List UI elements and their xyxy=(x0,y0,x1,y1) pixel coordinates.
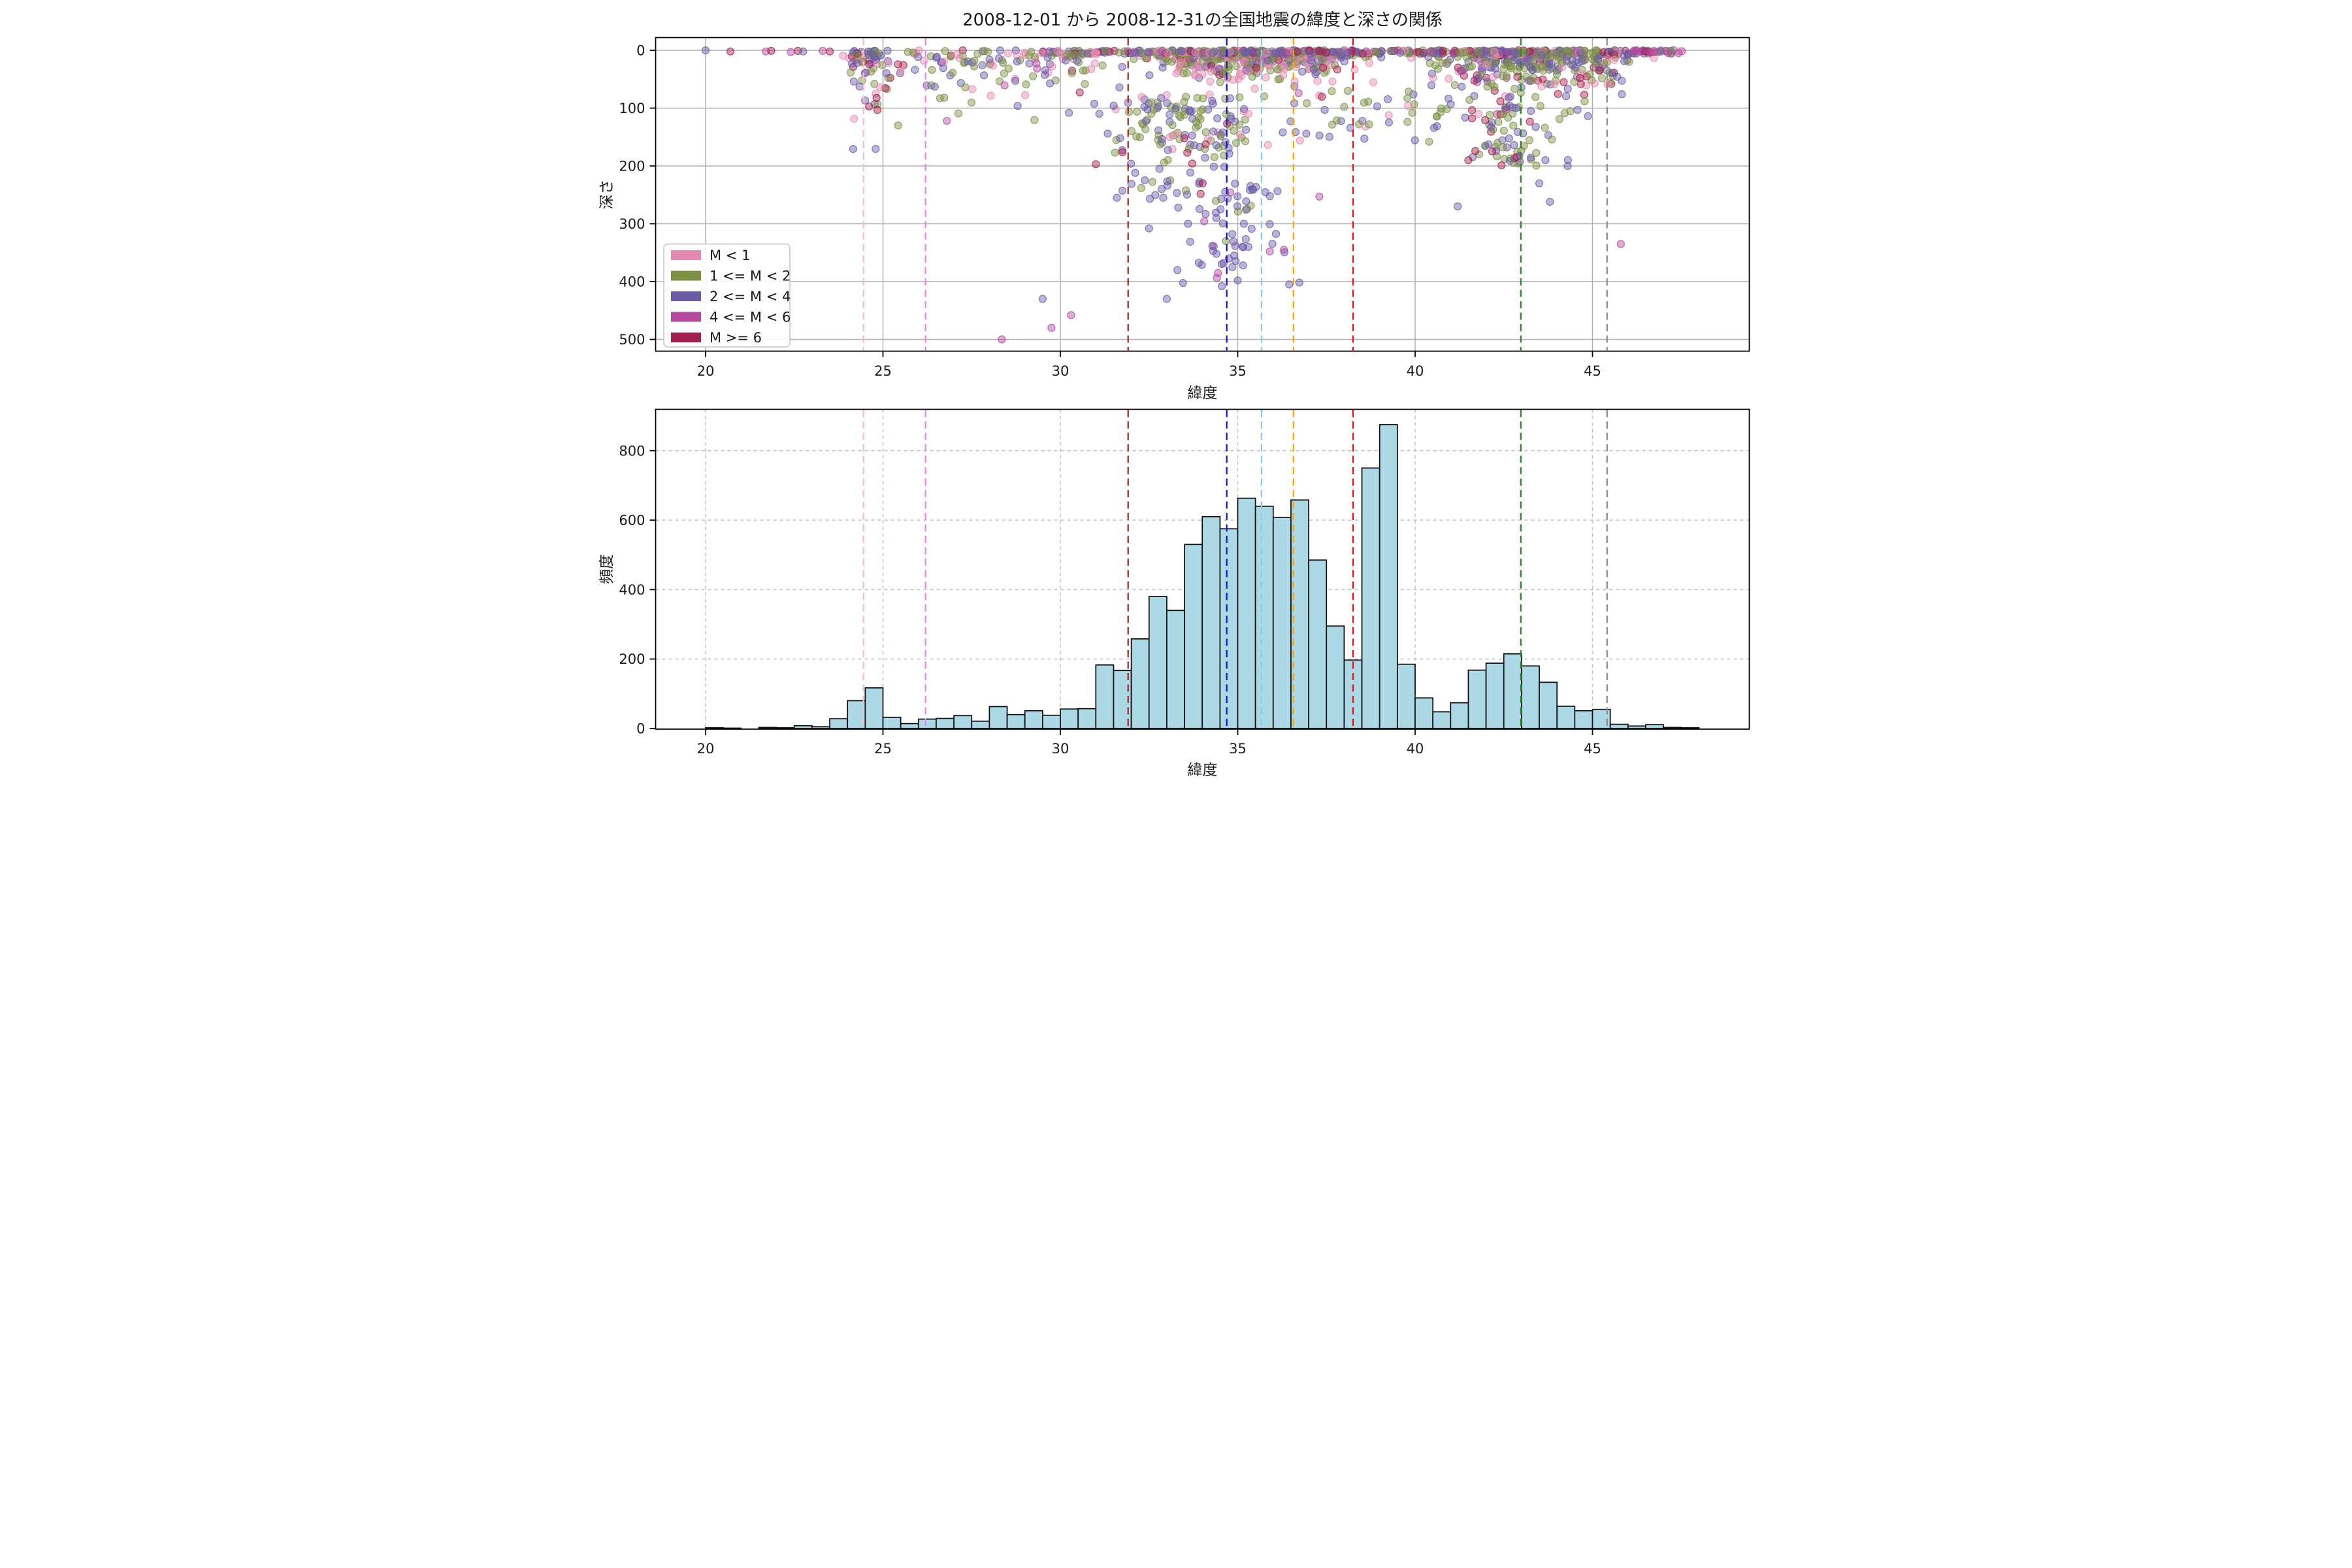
svg-text:45: 45 xyxy=(1584,363,1601,379)
legend-label-1-2: 1 <= M < 2 xyxy=(710,269,791,284)
svg-text:25: 25 xyxy=(874,741,892,757)
svg-text:25: 25 xyxy=(874,363,892,379)
scatter-plot: 20 25 30 35 40 45 0 100 200 300 400 500 緯度 深さ M < 1… xyxy=(598,37,1750,402)
scatter-xlabel: 緯度 xyxy=(1188,385,1218,402)
legend-row: 4 <= M < 6 xyxy=(671,310,791,325)
histogram-xlabel: 緯度 xyxy=(1188,762,1218,779)
svg-text:40: 40 xyxy=(1407,363,1424,379)
scatter-gridlines xyxy=(655,37,1750,351)
svg-text:35: 35 xyxy=(1229,741,1247,757)
legend-label-m-lt-1: M < 1 xyxy=(710,248,750,263)
legend-row: 1 <= M < 2 xyxy=(671,269,791,284)
legend-swatch-4-6 xyxy=(671,312,701,322)
svg-text:600: 600 xyxy=(619,513,645,529)
svg-text:100: 100 xyxy=(619,101,645,116)
svg-text:200: 200 xyxy=(619,159,645,174)
legend-label-2-4: 2 <= M < 4 xyxy=(710,289,791,304)
svg-text:200: 200 xyxy=(619,651,645,667)
histogram-bars xyxy=(705,424,1700,729)
histogram-vlines xyxy=(862,410,1608,728)
svg-text:30: 30 xyxy=(1052,741,1070,757)
legend-row: 2 <= M < 4 xyxy=(671,289,791,304)
figure-canvas: 2008-12-01 から 2008-12-31の全国地震の緯度と深さの関係 2… xyxy=(598,10,1750,779)
svg-text:500: 500 xyxy=(619,332,645,348)
svg-text:400: 400 xyxy=(619,274,645,290)
svg-text:20: 20 xyxy=(697,363,715,379)
legend-swatch-m-lt-1 xyxy=(671,250,701,260)
legend-swatch-1-2 xyxy=(671,270,701,281)
histogram-spines xyxy=(655,408,1750,730)
chart-title: 2008-12-01 から 2008-12-31の全国地震の緯度と深さの関係 xyxy=(962,10,1443,30)
svg-text:300: 300 xyxy=(619,216,645,232)
svg-text:45: 45 xyxy=(1584,741,1601,757)
earthquake-figure: 2008-12-01 から 2008-12-31の全国地震の緯度と深さの関係 2… xyxy=(588,0,1764,784)
scatter-legend: M < 1 1 <= M < 2 2 <= M < 4 4 <= M < 6 M… xyxy=(663,243,791,348)
histogram-ticks: 20 25 30 35 40 45 0 200 400 600 800 xyxy=(619,443,1601,757)
svg-text:20: 20 xyxy=(697,741,715,757)
scatter-ylabel: 深さ xyxy=(598,180,615,210)
svg-text:400: 400 xyxy=(619,582,645,598)
svg-text:40: 40 xyxy=(1407,741,1424,757)
svg-text:35: 35 xyxy=(1229,363,1247,379)
svg-text:800: 800 xyxy=(619,443,645,459)
svg-text:0: 0 xyxy=(636,721,645,737)
histogram-ylabel: 頻度 xyxy=(598,554,615,584)
histogram-plot: 20 25 30 35 40 45 0 200 400 600 800 緯度 頻度 xyxy=(598,408,1750,779)
legend-swatch-m-ge-6 xyxy=(671,333,701,342)
svg-text:0: 0 xyxy=(636,43,645,59)
legend-row: M < 1 xyxy=(671,248,750,263)
legend-swatch-2-4 xyxy=(671,291,701,301)
scatter-points xyxy=(701,46,1686,344)
legend-label-m-ge-6: M >= 6 xyxy=(710,330,762,346)
scatter-vlines xyxy=(862,38,1608,351)
scatter-ticks: 20 25 30 35 40 45 0 100 200 300 400 500 xyxy=(619,43,1601,380)
svg-text:30: 30 xyxy=(1052,363,1070,379)
legend-label-4-6: 4 <= M < 6 xyxy=(710,310,791,325)
legend-row: M >= 6 xyxy=(671,330,762,346)
scatter-spines xyxy=(655,37,1750,352)
